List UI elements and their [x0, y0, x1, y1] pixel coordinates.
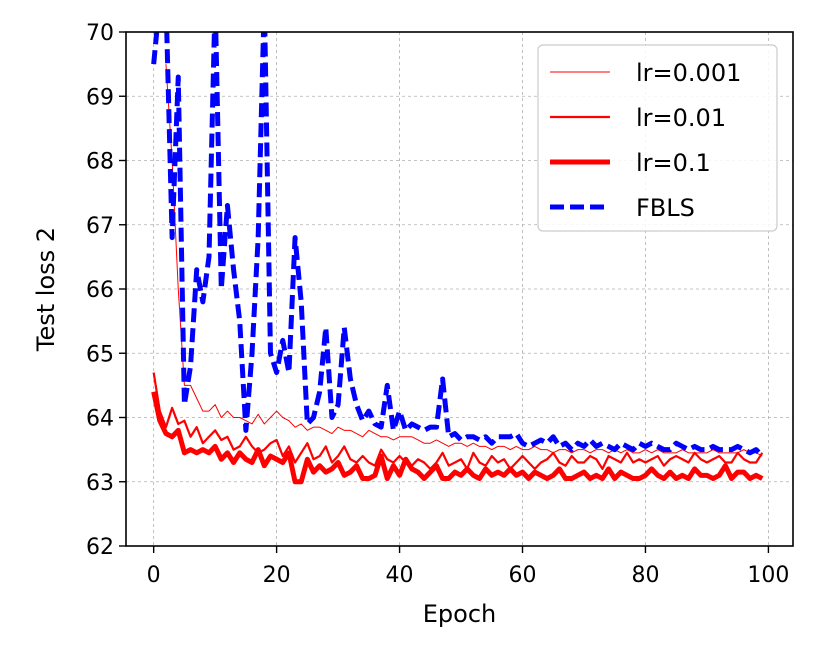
legend-label: FBLS — [636, 194, 695, 222]
y-tick-label: 64 — [86, 407, 114, 432]
legend-label: lr=0.001 — [636, 59, 741, 87]
y-tick-label: 68 — [86, 150, 114, 175]
x-tick-label: 100 — [747, 563, 789, 588]
x-tick-label: 80 — [631, 563, 659, 588]
y-tick-label: 62 — [86, 535, 114, 560]
x-tick-label: 60 — [509, 563, 537, 588]
y-tick-label: 69 — [86, 85, 114, 110]
series-layer — [151, 32, 765, 485]
x-tick-label: 40 — [386, 563, 414, 588]
axis-ticks: 0 20 40 60 80 100 62 63 64 65 66 67 68 69 70 — [86, 21, 789, 588]
x-tick-label: 0 — [147, 563, 161, 588]
legend-label: lr=0.1 — [636, 149, 711, 177]
series-line-lr-0-001 — [165, 64, 763, 457]
y-tick-label: 65 — [86, 342, 114, 367]
series-line-fbls — [151, 32, 765, 458]
legend-box — [537, 44, 778, 232]
series-line-lr-0-1 — [151, 391, 764, 485]
y-tick-label: 67 — [86, 214, 114, 239]
x-axis-label: Epoch — [423, 600, 497, 628]
y-tick-label: 63 — [86, 471, 114, 496]
series-line-lr-0-01 — [152, 372, 764, 470]
x-tick-label: 20 — [263, 563, 291, 588]
legend: lr=0.001 lr=0.01 lr=0.1 FBLS — [537, 44, 778, 232]
legend-label: lr=0.01 — [636, 104, 726, 132]
y-tick-label: 70 — [86, 21, 114, 46]
y-tick-label: 66 — [86, 278, 114, 303]
y-axis-label: Test loss 2 — [32, 227, 60, 352]
